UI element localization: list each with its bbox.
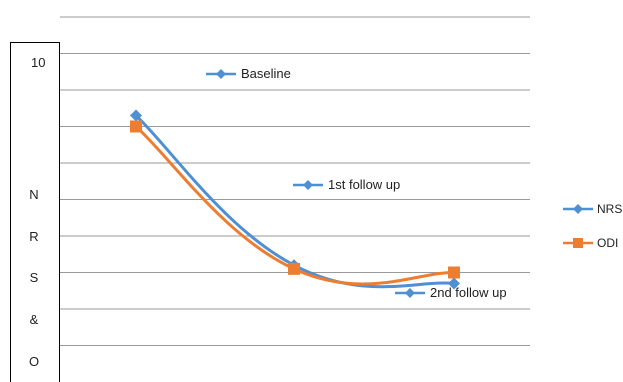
data-point-odi [130,120,142,133]
legend-label-odi: ODI [597,236,619,250]
y-axis-label-box [10,42,60,382]
y-axis-label-letter: R [29,229,39,244]
y-tick-label-top: 10 [31,55,46,70]
annotation-baseline: Baseline [205,66,291,81]
y-axis-label-letter: S [29,270,39,285]
legend-item-nrs: NRS [562,202,622,216]
annotation-1st-follow-up: 1st follow up [292,177,400,192]
y-axis-label-letter: & [29,312,39,327]
data-point-odi [288,262,300,275]
annotation-2nd-follow-up: 2nd follow up [394,285,507,300]
diamond-marker-icon [563,204,593,214]
data-point-nrs [448,277,460,290]
y-axis-label-letter: N [29,187,39,202]
data-point-odi [448,266,460,279]
y-axis-label-letter: O [28,354,40,369]
data-point-nrs [130,109,142,122]
legend-item-odi: ODI [562,236,618,250]
diamond-marker-icon [206,68,236,79]
diamond-marker-icon [293,179,323,190]
diamond-marker-icon [395,287,425,298]
square-marker-icon [563,238,593,248]
annotation-label: Baseline [241,66,291,81]
annotation-label: 1st follow up [328,177,401,192]
legend-label-nrs: NRS [597,202,623,216]
annotation-label: 2nd follow up [430,285,507,300]
